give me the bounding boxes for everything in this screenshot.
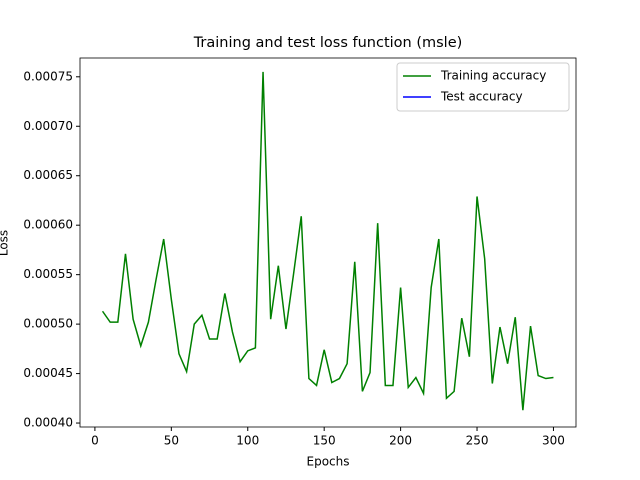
chart-title: Training and test loss function (msle) <box>193 35 463 51</box>
y-tick-label: 0.00060 <box>23 218 73 232</box>
x-tick-label: 100 <box>236 434 259 448</box>
x-tick-label: 250 <box>466 434 489 448</box>
line-series <box>101 71 554 411</box>
x-axis-label: Epochs <box>307 455 350 469</box>
y-tick-label: 0.00045 <box>23 366 73 380</box>
x-tick-label: 200 <box>389 434 412 448</box>
y-tick-label: 0.00040 <box>23 416 73 430</box>
y-tick-label: 0.00050 <box>23 317 73 331</box>
y-tick-label: 0.00055 <box>23 267 73 281</box>
x-tick-label: 50 <box>164 434 179 448</box>
y-axis-label: Loss <box>0 230 11 256</box>
y-tick-label: 0.00075 <box>23 69 73 83</box>
x-tick-label: 150 <box>313 434 336 448</box>
legend-label: Training accuracy <box>440 69 546 83</box>
y-tick-label: 0.00070 <box>23 119 73 133</box>
plot-frame <box>79 57 577 428</box>
y-tick-label: 0.00065 <box>23 168 73 182</box>
x-tick-label: 0 <box>91 434 99 448</box>
legend-label: Test accuracy <box>440 90 523 104</box>
legend-box <box>396 62 570 112</box>
x-tick-label: 300 <box>542 434 565 448</box>
